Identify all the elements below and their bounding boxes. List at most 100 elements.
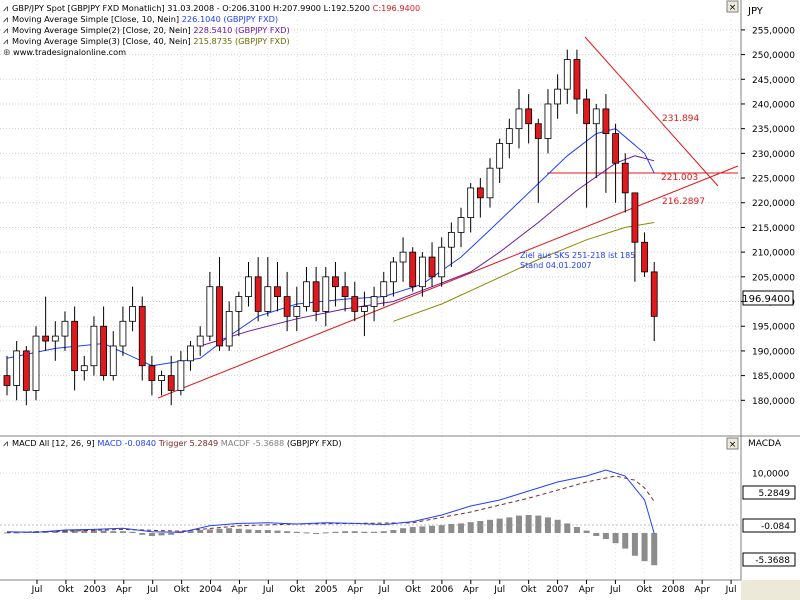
- candle: [641, 232, 648, 277]
- candle-body-down: [534, 123, 542, 139]
- legend-ma10: Moving Average Simple [Close, 10, Nein] …: [12, 14, 278, 24]
- panel-close-button[interactable]: [726, 0, 739, 13]
- time-axis: Jul Okt 2003 Apr Jul Okt 2004 Apr Jul Okt 2005 Apr J…: [31, 580, 737, 595]
- candle-body-down: [216, 286, 223, 347]
- candle: [303, 266, 310, 312]
- candle-body-up: [61, 320, 69, 337]
- x-tick-label: Okt: [289, 585, 305, 595]
- histogram-bar: [81, 529, 88, 533]
- candle-body-down: [22, 350, 30, 391]
- candle: [476, 178, 484, 218]
- histogram-bar: [148, 533, 155, 536]
- histogram-bar: [535, 515, 542, 533]
- histogram-bar: [419, 526, 426, 533]
- candle: [312, 266, 320, 322]
- y-tick-label: 195,0000: [752, 323, 795, 333]
- histogram-bar: [342, 531, 349, 533]
- candle-body-up: [13, 350, 21, 386]
- candle-body-up: [225, 311, 233, 347]
- histogram-bar: [564, 523, 571, 533]
- histogram-bar: [293, 531, 300, 533]
- histogram-bar: [544, 517, 551, 533]
- histogram-bar: [110, 531, 117, 533]
- ma40-line: [393, 222, 655, 322]
- x-tick-label: Apr: [116, 585, 132, 595]
- candle-body-up: [264, 286, 272, 312]
- histogram-bar: [525, 515, 532, 533]
- histogram-bar: [361, 531, 368, 533]
- candle: [100, 306, 107, 381]
- price-axis-title: JPY: [747, 6, 764, 17]
- candle: [361, 291, 368, 337]
- legend-ma40-value: 215.8735 (GBPJPY FXD): [193, 36, 289, 46]
- candle-body-down: [525, 108, 533, 125]
- histogram-bar: [255, 530, 262, 533]
- legend-ma20-value: 228.5410 (GBPJPY FXD): [193, 25, 289, 35]
- candle: [3, 355, 11, 396]
- x-tick-label: Apr: [579, 585, 595, 595]
- legend-price-close: C:196.9400: [373, 3, 421, 13]
- candle-body-down: [621, 162, 629, 194]
- main-legend: ⩘ GBP/JPY Spot [GBPJPY FXD Monatlich] 31…: [3, 3, 420, 58]
- candle-body-up: [515, 108, 523, 130]
- histogram-bar: [245, 529, 252, 533]
- histogram-bar: [322, 532, 329, 534]
- legend-ma40: Moving Average Simple(3) [Close, 40, Nei…: [12, 36, 290, 46]
- level-216-label: 216.2897: [662, 197, 705, 207]
- candle: [51, 321, 59, 361]
- candle-body-down: [409, 251, 417, 288]
- x-tick-label: Jul: [31, 585, 43, 595]
- macd-legend-prefix: MACD All [12, 26, 9]: [12, 438, 97, 448]
- candle: [167, 355, 175, 406]
- x-tick-label: Okt: [521, 585, 537, 595]
- histogram-bar: [303, 532, 310, 534]
- candle-body-down: [602, 108, 610, 134]
- histogram-bar: [13, 532, 20, 534]
- y-tick-label: 210,0000: [752, 249, 795, 259]
- y-tick-label: 190,0000: [752, 347, 795, 357]
- histogram-bar: [129, 531, 136, 533]
- histogram-bar: [400, 528, 407, 533]
- chart-annotations: 231.894 221.003 216.2897 Ziel aus SKS 25…: [520, 114, 705, 270]
- candle: [32, 326, 40, 401]
- candle: [447, 222, 455, 267]
- candle: [496, 138, 504, 183]
- candle-body-up: [158, 375, 165, 381]
- candle-body-down: [476, 187, 484, 199]
- candle-body-down: [641, 241, 648, 273]
- candle-body-down: [100, 325, 107, 377]
- candle: [341, 271, 349, 312]
- candle: [418, 252, 426, 297]
- histogram-bar: [351, 531, 358, 533]
- candle: [71, 306, 79, 391]
- candle-body-up: [361, 306, 368, 312]
- candle-body-down: [42, 335, 50, 342]
- candle: [332, 262, 339, 307]
- candle-body-down: [631, 192, 639, 243]
- histogram-bar: [612, 533, 619, 544]
- legend-price-text: GBP/JPY Spot [GBPJPY FXD Monatlich] 31.0…: [12, 3, 373, 13]
- y-tick-label: 185,0000: [752, 372, 795, 382]
- candle-body-up: [563, 59, 571, 90]
- candle-body-down: [583, 98, 590, 125]
- histogram-bar: [100, 530, 107, 533]
- x-tick-label: Okt: [405, 585, 421, 595]
- candle: [650, 262, 658, 342]
- candle: [486, 158, 494, 208]
- candle: [245, 262, 252, 307]
- candle-body-down: [612, 133, 619, 164]
- histogram-bar: [390, 530, 397, 533]
- legend-price: GBP/JPY Spot [GBPJPY FXD Monatlich] 31.0…: [12, 3, 420, 13]
- histogram-bar: [332, 531, 339, 533]
- macd-panel-close-button[interactable]: [726, 437, 739, 450]
- macd-tick-label: 10,0000: [752, 470, 789, 480]
- legend-ma40-text: Moving Average Simple(3) [Close, 40, Nei…: [12, 36, 193, 46]
- candle-body-up: [80, 365, 88, 372]
- legend-ma20-text: Moving Average Simple(2) [Close, 20, Nei…: [12, 25, 193, 35]
- candle: [293, 286, 301, 332]
- histogram-bar: [554, 519, 561, 533]
- histogram-bar: [313, 533, 320, 534]
- scroll-corner[interactable]: [741, 580, 800, 600]
- candle-body-down: [351, 296, 359, 312]
- legend-ma40-icon: ⩘: [3, 37, 8, 47]
